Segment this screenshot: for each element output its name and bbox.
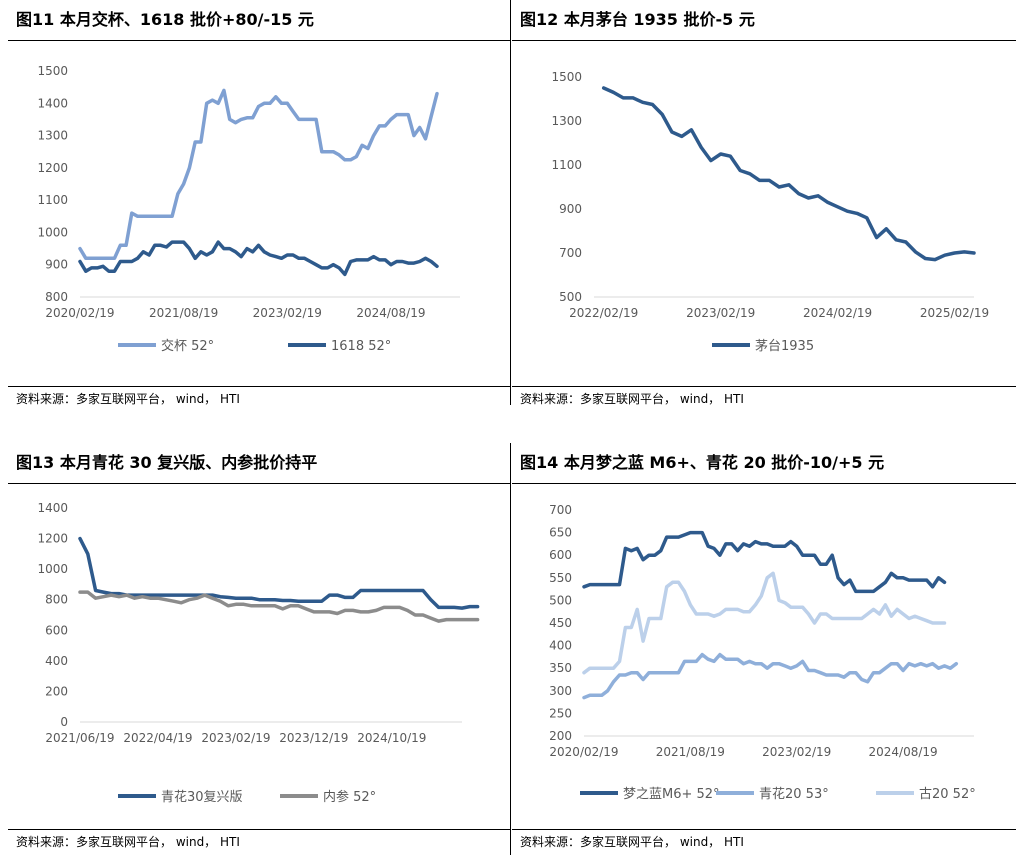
- y-tick-label: 1400: [37, 501, 68, 515]
- x-tick-label: 2021/06/19: [45, 731, 114, 745]
- y-tick-label: 600: [45, 623, 68, 637]
- figure-title: 图11 本月交杯、1618 批价+80/-15 元: [16, 10, 314, 29]
- x-tick-label: 2021/08/19: [149, 306, 218, 320]
- y-tick-label: 1200: [37, 532, 68, 546]
- x-tick-label: 2020/02/19: [45, 306, 114, 320]
- figure-12-panel: 图12 本月茅台 1935 批价-5 元 500 700 900 1100 1300 15…: [512, 0, 1016, 410]
- y-tick-label: 500: [549, 593, 572, 607]
- y-tick-label: 1100: [551, 158, 582, 172]
- figure-title: 图12 本月茅台 1935 批价-5 元: [520, 10, 755, 29]
- y-tick-label: 250: [549, 706, 572, 720]
- legend-label: 内参 52°: [323, 789, 376, 805]
- panel-divider-bottom: [510, 443, 511, 855]
- panel-divider-top: [510, 0, 511, 405]
- x-tick-label: 2023/02/19: [686, 306, 755, 320]
- series-line-1: [78, 536, 480, 610]
- y-tick-label: 800: [45, 290, 68, 304]
- y-tick-label: 1300: [551, 114, 582, 128]
- x-tick-label: 2021/08/19: [656, 745, 725, 759]
- legend-label: 青花30复兴版: [161, 789, 243, 805]
- legend-label: 交杯 52°: [161, 338, 214, 354]
- y-tick-label: 1000: [37, 562, 68, 576]
- x-tick-label: 2023/02/19: [762, 745, 831, 759]
- y-tick-label: 600: [549, 548, 572, 562]
- y-tick-label: 1400: [37, 96, 68, 110]
- figure-13-panel: 图13 本月青花 30 复兴版、内参批价持平 0 200 400 600 800 1000…: [8, 443, 510, 855]
- series-line-1: [582, 530, 947, 594]
- title-rule: [512, 483, 1016, 484]
- x-tick-label: 2020/02/19: [549, 745, 618, 759]
- y-tick-label: 650: [549, 526, 572, 540]
- source-text: 资料来源：多家互联网平台， wind， HTI: [16, 835, 240, 849]
- x-tick-label: 2023/02/19: [201, 731, 270, 745]
- source-rule: [8, 829, 510, 830]
- y-tick-label: 700: [559, 246, 582, 260]
- x-tick-label: 2023/02/19: [253, 306, 322, 320]
- figure-title: 图14 本月梦之蓝 M6+、青花 20 批价-10/+5 元: [520, 453, 885, 472]
- source-rule: [8, 386, 510, 387]
- chart-fig14: 200 250 300 350 400 450 500 550 600 650 700 2020/02…: [549, 503, 976, 802]
- source-rule: [512, 386, 1016, 387]
- source-text: 资料来源：多家互联网平台， wind， HTI: [520, 392, 744, 406]
- legend-label: 青花20 53°: [759, 786, 829, 802]
- series-line-3: [582, 571, 947, 675]
- series-line-2: [78, 590, 480, 623]
- x-tick-label: 2022/02/19: [569, 306, 638, 320]
- y-tick-label: 1200: [37, 161, 68, 175]
- x-tick-label: 2024/08/19: [869, 745, 938, 759]
- y-tick-label: 700: [549, 503, 572, 517]
- title-rule: [8, 483, 510, 484]
- x-tick-label: 2024/08/19: [356, 306, 425, 320]
- chart-fig12: 500 700 900 1100 1300 1500 2022/02/19 2023/02/1…: [551, 70, 989, 354]
- y-tick-label: 900: [45, 258, 68, 272]
- chart-fig13: 0 200 400 600 800 1000 1200 1400 2021/06/19 2022/…: [37, 501, 480, 805]
- x-tick-label: 2025/02/19: [920, 306, 989, 320]
- y-tick-label: 300: [549, 684, 572, 698]
- figure-11-panel: 图11 本月交杯、1618 批价+80/-15 元 800 900 1000 1100…: [8, 0, 510, 410]
- y-tick-label: 550: [549, 571, 572, 585]
- figure-14-panel: 图14 本月梦之蓝 M6+、青花 20 批价-10/+5 元 200 250 300…: [512, 443, 1016, 855]
- y-tick-label: 400: [549, 639, 572, 653]
- title-rule: [8, 40, 510, 41]
- y-tick-label: 400: [45, 654, 68, 668]
- y-tick-label: 1000: [37, 225, 68, 239]
- y-tick-label: 0: [60, 715, 68, 729]
- y-tick-label: 500: [559, 290, 582, 304]
- figure-title: 图13 本月青花 30 复兴版、内参批价持平: [16, 453, 318, 472]
- x-tick-label: 2022/04/19: [123, 731, 192, 745]
- series-line-1: [78, 88, 439, 261]
- source-text: 资料来源：多家互联网平台， wind， HTI: [16, 392, 240, 406]
- y-tick-label: 900: [559, 202, 582, 216]
- series-line-2: [582, 652, 959, 700]
- y-tick-label: 1500: [551, 70, 582, 84]
- y-tick-label: 1300: [37, 129, 68, 143]
- legend-label: 1618 52°: [331, 339, 391, 354]
- x-tick-label: 2023/12/19: [279, 731, 348, 745]
- source-rule: [512, 829, 1016, 830]
- y-tick-label: 350: [549, 661, 572, 675]
- y-tick-label: 1500: [37, 64, 68, 78]
- legend-label: 梦之蓝M6+ 52°: [623, 787, 720, 802]
- title-rule: [512, 40, 1016, 41]
- legend-label: 古20 52°: [919, 787, 976, 802]
- series-line-1: [601, 86, 976, 262]
- y-tick-label: 200: [549, 729, 572, 743]
- x-tick-label: 2024/10/19: [357, 731, 426, 745]
- y-tick-label: 800: [45, 593, 68, 607]
- y-tick-label: 200: [45, 684, 68, 698]
- chart-fig11: 800 900 1000 1100 1200 1300 1400 1500 2020/02/19…: [37, 64, 460, 354]
- legend-label: 茅台1935: [755, 339, 814, 354]
- y-tick-label: 450: [549, 616, 572, 630]
- y-tick-label: 1100: [37, 193, 68, 207]
- series-line-2: [78, 240, 439, 277]
- source-text: 资料来源：多家互联网平台， wind， HTI: [520, 835, 744, 849]
- x-tick-label: 2024/02/19: [803, 306, 872, 320]
